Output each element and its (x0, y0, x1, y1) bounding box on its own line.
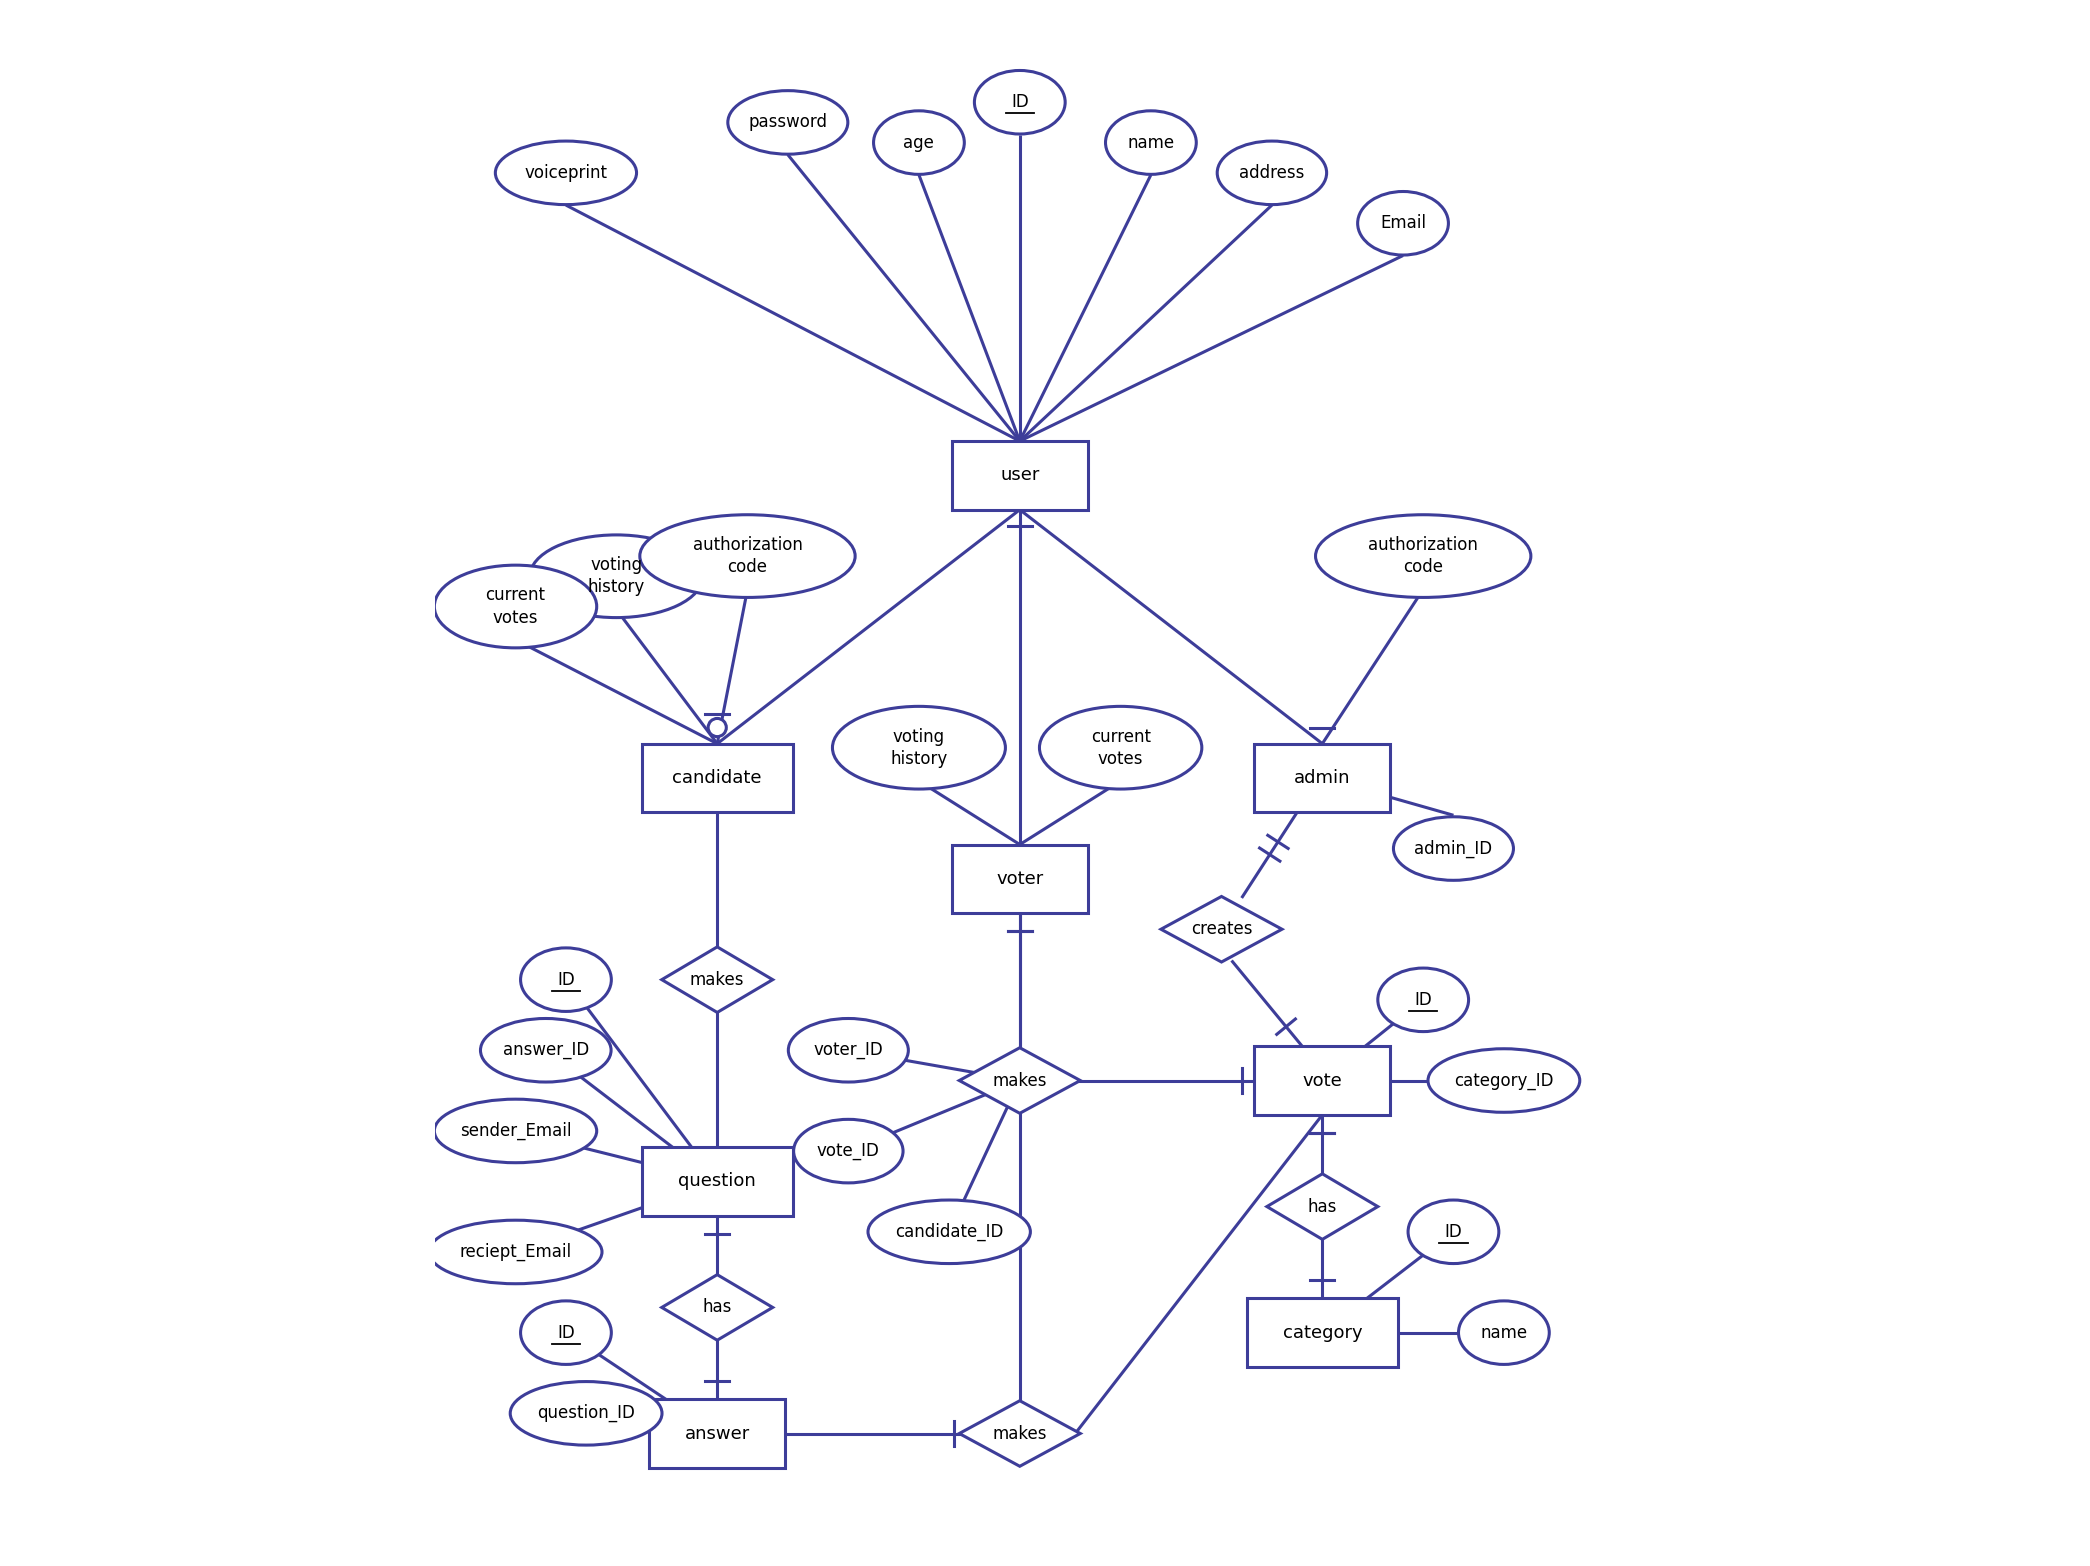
Text: admin_ID: admin_ID (1415, 839, 1492, 858)
Ellipse shape (794, 1120, 903, 1182)
Bar (1248, 1298, 1398, 1367)
Bar (650, 1398, 786, 1467)
Text: creates: creates (1191, 921, 1252, 938)
Text: ID: ID (558, 971, 575, 988)
Text: vote_ID: vote_ID (817, 1142, 880, 1160)
Text: ID: ID (558, 1323, 575, 1342)
Text: voiceprint: voiceprint (525, 164, 608, 182)
Text: question: question (679, 1173, 757, 1190)
Polygon shape (663, 947, 773, 1013)
Polygon shape (1160, 896, 1281, 962)
Text: reciept_Email: reciept_Email (460, 1243, 571, 1261)
Ellipse shape (510, 1381, 663, 1445)
Text: ID: ID (1415, 991, 1432, 1009)
Ellipse shape (435, 1099, 598, 1162)
Ellipse shape (1459, 1301, 1549, 1364)
Bar (1254, 744, 1390, 813)
Text: answer: answer (686, 1425, 750, 1442)
Text: answer_ID: answer_ID (504, 1041, 589, 1059)
Ellipse shape (727, 91, 849, 153)
Text: authorization
code: authorization code (1369, 536, 1478, 576)
Ellipse shape (832, 706, 1005, 789)
Text: address: address (1239, 164, 1304, 182)
Ellipse shape (1358, 191, 1448, 255)
Text: ID: ID (1012, 94, 1028, 111)
Text: candidate_ID: candidate_ID (895, 1223, 1003, 1240)
Ellipse shape (1409, 1200, 1499, 1264)
Text: vote: vote (1302, 1071, 1342, 1090)
Text: authorization
code: authorization code (692, 536, 803, 576)
Text: current
votes: current votes (485, 586, 545, 626)
Text: candidate: candidate (673, 769, 763, 788)
Text: admin: admin (1294, 769, 1350, 788)
Text: name: name (1480, 1323, 1528, 1342)
Ellipse shape (867, 1200, 1030, 1264)
Ellipse shape (531, 536, 702, 617)
Text: ID: ID (1444, 1223, 1463, 1240)
Ellipse shape (520, 1301, 612, 1364)
Bar (642, 1146, 792, 1215)
Text: category: category (1283, 1323, 1363, 1342)
Text: Email: Email (1379, 215, 1425, 232)
Ellipse shape (1394, 817, 1513, 880)
Text: name: name (1127, 133, 1175, 152)
Text: has: has (702, 1298, 731, 1317)
Text: makes: makes (993, 1425, 1047, 1442)
Bar (642, 744, 792, 813)
Circle shape (709, 719, 727, 736)
Text: user: user (1001, 467, 1039, 484)
Ellipse shape (1377, 968, 1469, 1032)
Polygon shape (959, 1048, 1081, 1113)
Ellipse shape (974, 70, 1066, 135)
Ellipse shape (428, 1220, 602, 1284)
Text: category_ID: category_ID (1455, 1071, 1553, 1090)
Ellipse shape (1039, 706, 1202, 789)
Text: question_ID: question_ID (537, 1405, 635, 1422)
Ellipse shape (495, 141, 637, 205)
Ellipse shape (640, 515, 855, 598)
Ellipse shape (788, 1018, 909, 1082)
Text: voter: voter (997, 869, 1043, 888)
Ellipse shape (1427, 1049, 1580, 1112)
Text: has: has (1308, 1198, 1338, 1215)
Polygon shape (663, 1275, 773, 1340)
Ellipse shape (874, 111, 963, 174)
Polygon shape (959, 1400, 1081, 1466)
Text: makes: makes (690, 971, 744, 988)
Bar (951, 442, 1089, 509)
Text: sender_Email: sender_Email (460, 1121, 571, 1140)
Text: makes: makes (993, 1071, 1047, 1090)
Text: voting
history: voting history (587, 556, 646, 597)
Bar (951, 844, 1089, 913)
Ellipse shape (1216, 141, 1327, 205)
Ellipse shape (435, 565, 598, 648)
Polygon shape (1267, 1174, 1377, 1239)
Text: password: password (748, 113, 828, 132)
Text: current
votes: current votes (1091, 728, 1152, 767)
Ellipse shape (1106, 111, 1195, 174)
Text: voting
history: voting history (890, 728, 947, 767)
Ellipse shape (1315, 515, 1530, 598)
Ellipse shape (520, 947, 612, 1012)
Text: voter_ID: voter_ID (813, 1041, 884, 1059)
Ellipse shape (481, 1018, 610, 1082)
Bar (1254, 1046, 1390, 1115)
Text: age: age (903, 133, 934, 152)
